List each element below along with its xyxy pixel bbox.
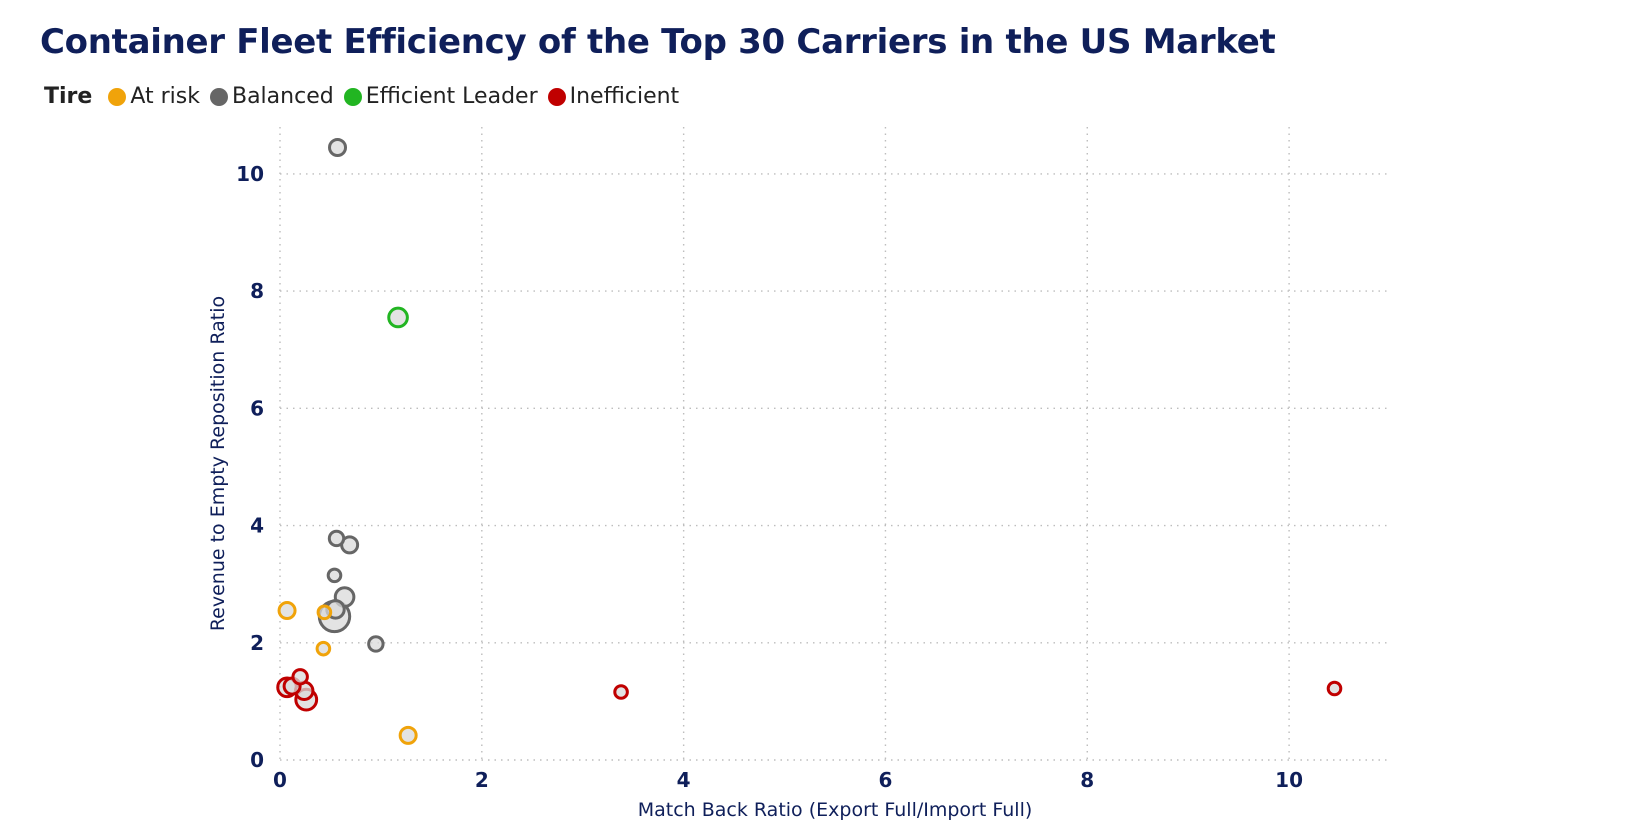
point-balanced [326,567,343,584]
legend-dot-icon [343,87,362,106]
y-tick-label: 8 [250,279,264,303]
point-at-risk [316,604,333,621]
y-tick-label: 2 [250,631,264,655]
x-axis-label: Match Back Ratio (Export Full/Import Ful… [638,799,1033,821]
legend-item-balanced[interactable]: Balanced [209,84,334,109]
y-tick-label: 10 [236,162,264,186]
point-balanced [367,635,385,653]
point-balanced [328,138,348,158]
legend-label: Efficient Leader [365,84,538,109]
x-tick-label: 10 [1275,768,1303,792]
legend-item-inefficient[interactable]: Inefficient [547,84,680,109]
y-tick-label: 6 [250,396,264,420]
point-at-risk [277,601,297,621]
legend-dot-icon [547,87,566,106]
x-tick-label: 2 [475,768,489,792]
legend-dot-icon [209,87,228,106]
point-balanced [327,529,346,548]
x-tick-label: 0 [273,768,287,792]
legend-label: Balanced [231,84,334,109]
legend: Tire At risk Balanced Efficient Leader I… [44,84,689,109]
point-inefficient [291,668,309,686]
x-tick-label: 6 [878,768,892,792]
x-tick-label: 8 [1080,768,1094,792]
y-tick-label: 4 [250,514,264,538]
point-at-risk [315,640,332,657]
y-axis-label: Revenue to Empty Reposition Ratio [207,296,229,631]
legend-dot-icon [108,87,127,106]
legend-item-efficient-leader[interactable]: Efficient Leader [343,84,538,109]
legend-label: At risk [130,84,200,109]
legend-title: Tire [44,84,93,109]
point-inefficient [1326,680,1343,697]
point-inefficient [613,684,629,700]
legend-label: Inefficient [569,84,680,109]
y-tick-label: 0 [250,748,264,772]
legend-item-at-risk[interactable]: At risk [108,84,200,109]
chart-title: Container Fleet Efficiency of the Top 30… [40,22,1276,62]
x-tick-label: 4 [677,768,691,792]
point-efficient-leader [387,306,409,329]
point-at-risk [398,725,418,745]
